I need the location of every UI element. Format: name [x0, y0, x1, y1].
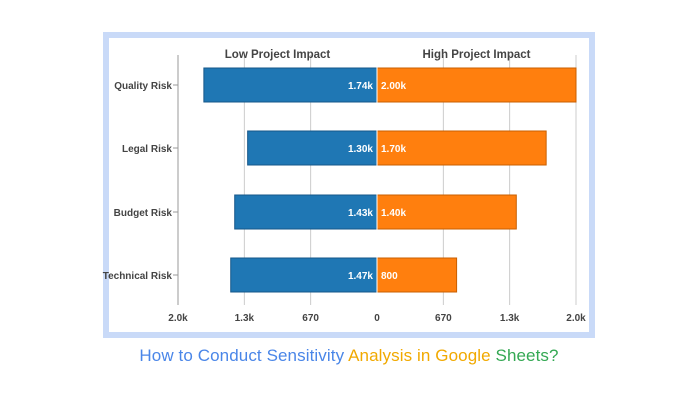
bar-high	[376, 257, 458, 293]
bar-high-label: 2.00k	[381, 81, 406, 92]
category-label: Legal Risk	[122, 144, 172, 155]
bar-high-label: 1.40k	[381, 208, 406, 219]
x-tick-label: 0	[374, 313, 380, 324]
x-tick-label: 1.3k	[500, 313, 520, 324]
bar-low-label: 1.43k	[348, 208, 373, 219]
bar-low-label: 1.30k	[348, 144, 373, 155]
bar-low	[230, 257, 378, 293]
bar-high-label: 1.70k	[381, 144, 406, 155]
category-label: Technical Risk	[103, 271, 173, 282]
bar-low-label: 1.74k	[348, 81, 373, 92]
category-label: Budget Risk	[114, 208, 173, 219]
caption-part-1: How to Conduct Sensitivity	[139, 346, 349, 365]
page-caption: How to Conduct Sensitivity Analysis in G…	[0, 346, 698, 366]
series-header-high: High Project Impact	[423, 49, 531, 61]
bar-high-label: 800	[381, 271, 398, 282]
caption-part-3: Sheets?	[495, 346, 559, 365]
bar-high	[376, 67, 577, 103]
bar-low-label: 1.47k	[348, 271, 373, 282]
bar-high	[376, 130, 547, 166]
x-tick-label: 2.0k	[168, 313, 188, 324]
series-header-low: Low Project Impact	[225, 49, 331, 61]
x-tick-label: 670	[302, 313, 319, 324]
caption-part-2: Analysis in Google	[348, 346, 496, 365]
category-label: Quality Risk	[114, 81, 172, 92]
x-tick-label: 670	[435, 313, 452, 324]
x-tick-label: 1.3k	[235, 313, 255, 324]
x-tick-label: 2.0k	[566, 313, 586, 324]
